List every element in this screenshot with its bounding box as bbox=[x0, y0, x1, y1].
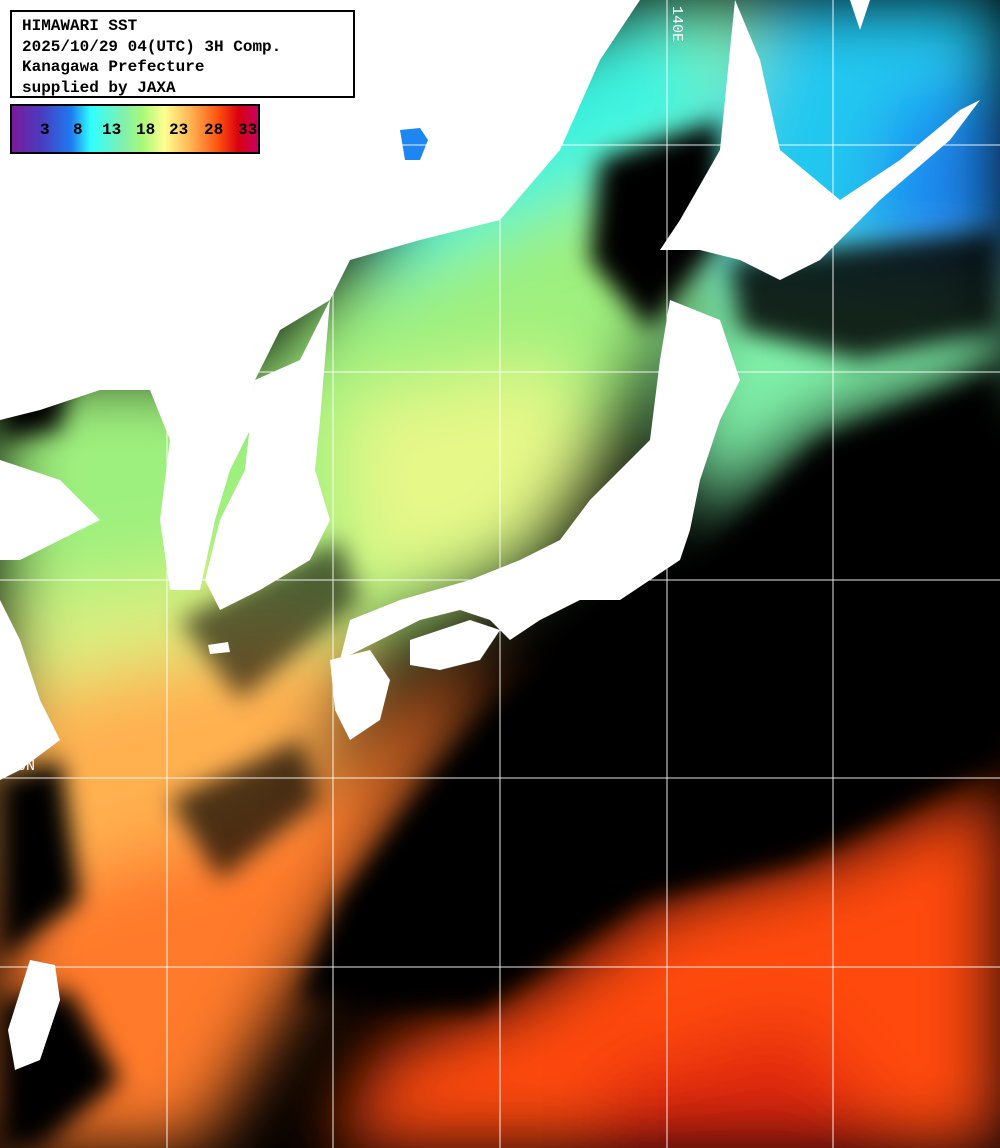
island-ulleung bbox=[400, 128, 428, 160]
scale-tick: 23 bbox=[169, 121, 189, 139]
land-honshu bbox=[340, 300, 740, 660]
land-china-south bbox=[0, 600, 60, 780]
land-taiwan bbox=[8, 960, 60, 1070]
scale-tick: 18 bbox=[136, 121, 156, 139]
land-shikoku bbox=[410, 620, 500, 670]
scale-tick: 13 bbox=[102, 121, 122, 139]
scale-tick: 3 bbox=[40, 121, 50, 139]
title-datetime: 2025/10/29 04(UTC) 3H Comp. bbox=[22, 37, 282, 56]
land-sakhalin-tip bbox=[850, 0, 870, 30]
scale-tick: 33 bbox=[238, 121, 258, 139]
color-scale-bar: 3 8 13 18 23 28 33 bbox=[10, 104, 260, 154]
title-satellite: HIMAWARI SST bbox=[22, 17, 138, 35]
land-kyushu bbox=[330, 650, 390, 740]
lat-label-30n: 30N bbox=[8, 758, 36, 775]
title-source: supplied by JAXA bbox=[22, 78, 176, 97]
land-jeju bbox=[208, 642, 230, 654]
lon-label-140e: 140E bbox=[668, 6, 685, 43]
title-organization: Kanagawa Prefecture bbox=[22, 58, 205, 76]
land-hokkaido bbox=[660, 0, 980, 280]
land-china-coast bbox=[0, 460, 100, 560]
scale-tick: 28 bbox=[204, 121, 224, 139]
land-korea bbox=[205, 300, 330, 610]
scale-tick: 8 bbox=[73, 121, 83, 139]
title-box: HIMAWARI SST 2025/10/29 04(UTC) 3H Comp.… bbox=[10, 10, 355, 98]
lat-label-40n: 40N bbox=[8, 352, 36, 369]
